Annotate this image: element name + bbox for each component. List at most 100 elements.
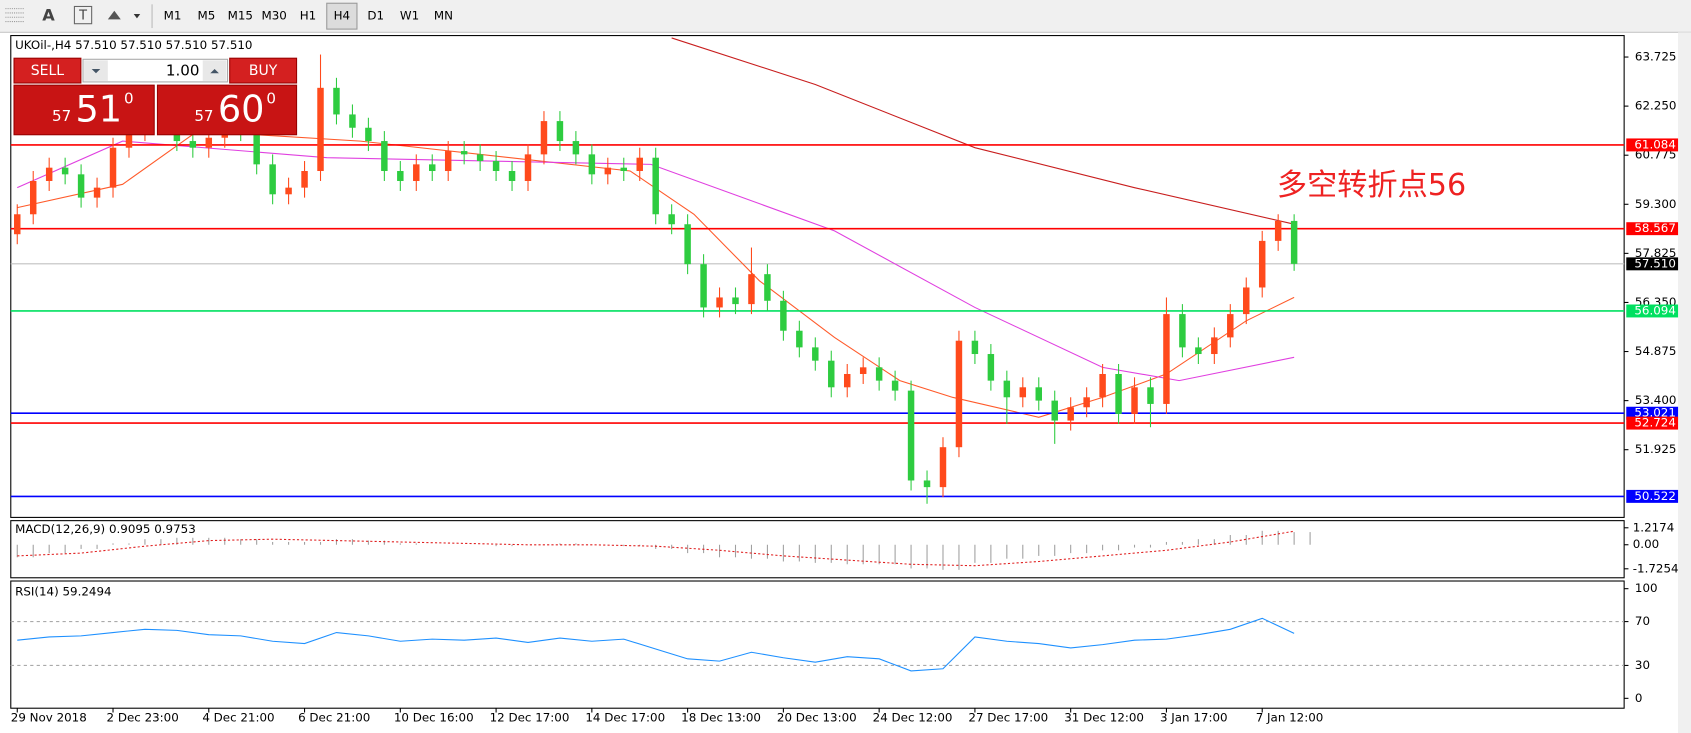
level-label-bg (1626, 489, 1679, 503)
period-button[interactable]: H4 (334, 9, 350, 23)
rsi-frame (10, 580, 1625, 709)
period-button[interactable]: H1 (300, 9, 316, 23)
macd-frame (10, 520, 1625, 579)
level-label: 52.724 (1634, 416, 1676, 430)
candle-body (317, 87, 324, 172)
candle-body (732, 297, 739, 305)
candle-body (381, 141, 388, 172)
buy-label[interactable]: BUY (249, 63, 278, 79)
sell-button[interactable] (13, 57, 82, 84)
buy-price-main: 60 (218, 88, 265, 131)
candle-body (492, 161, 500, 172)
candle-body (604, 167, 612, 175)
level-label: 50.522 (1634, 489, 1676, 503)
candle-body (1035, 387, 1042, 401)
y-tick-label: 59.300 (1635, 197, 1677, 211)
period-button[interactable]: W1 (400, 9, 419, 23)
period-active (326, 2, 358, 30)
candle-body (716, 297, 723, 308)
buy-button[interactable] (229, 57, 298, 84)
y-tick-label: 54.875 (1635, 344, 1677, 358)
candle-body (1131, 387, 1138, 414)
toolbar (0, 0, 1691, 33)
candle-body (45, 167, 53, 181)
candle-body (923, 480, 931, 488)
period-button[interactable]: MN (434, 9, 453, 23)
lot-value[interactable]: 1.00 (166, 62, 200, 80)
y-tick-label: 51.925 (1635, 442, 1677, 456)
period-button[interactable]: M5 (198, 9, 216, 23)
candle-body (14, 214, 21, 235)
text-tool[interactable]: A (42, 6, 55, 25)
candle-body (748, 274, 755, 305)
candle-body (61, 167, 69, 175)
side-strip (1678, 32, 1691, 733)
x-tick-label: 7 Jan 12:00 (1256, 710, 1324, 724)
candle-body (444, 151, 452, 172)
candle-body (843, 373, 851, 388)
candle-body (1211, 337, 1218, 355)
y-tick-label: 62.250 (1635, 99, 1677, 113)
level-label: 58.567 (1634, 221, 1676, 235)
candle-body (700, 264, 707, 308)
candle-body (349, 114, 356, 128)
symbol-line: UKOil-,H4 57.510 57.510 57.510 57.510 (15, 38, 252, 52)
candle-body (764, 274, 771, 301)
x-tick-label: 20 Dec 13:00 (777, 710, 857, 724)
y-tick-label: 70 (1635, 614, 1650, 628)
period-button[interactable]: M1 (164, 9, 182, 23)
objects-tool[interactable] (107, 10, 141, 20)
candle-body (269, 164, 276, 195)
y-tick-label: 53.400 (1635, 393, 1677, 407)
sell-price-main: 51 (75, 88, 122, 131)
candle-body (1243, 287, 1250, 315)
candle-body (955, 340, 963, 448)
label-tool-frame (73, 5, 93, 25)
candle-body (333, 87, 340, 115)
candle-body (397, 171, 404, 181)
candle-body (1227, 314, 1234, 338)
period-button[interactable]: M30 (261, 9, 286, 23)
level-label: 53.021 (1634, 406, 1676, 420)
y-tick-label: 30 (1635, 658, 1650, 672)
level-label: 56.094 (1634, 303, 1676, 317)
buy-price-box[interactable] (156, 84, 298, 136)
candle-body (285, 187, 292, 195)
candle-body (971, 340, 979, 355)
label-tool[interactable]: T (78, 9, 87, 24)
indicator-title: RSI(14) 59.2494 (15, 584, 111, 598)
sell-price-sup: 0 (124, 90, 134, 108)
period-button[interactable]: D1 (367, 9, 384, 23)
candle-body (1274, 220, 1282, 241)
x-tick-label: 24 Dec 12:00 (873, 710, 953, 724)
moving-average (671, 37, 1295, 225)
candle-body (668, 214, 675, 225)
candle-body (1258, 240, 1266, 288)
y-tick-label: -1.7254 (1633, 561, 1679, 575)
x-tick-label: 31 Dec 12:00 (1064, 710, 1144, 724)
level-label-bg (1626, 406, 1679, 420)
candle-body (524, 154, 532, 181)
indicator-title: MACD(12,26,9) 0.9095 0.9753 (15, 522, 196, 536)
candle-body (1083, 397, 1090, 408)
candle-body (109, 147, 117, 188)
lot-field[interactable] (82, 58, 229, 83)
candle-body (780, 300, 787, 331)
candle-body (1003, 380, 1011, 398)
x-tick-label: 4 Dec 21:00 (202, 710, 274, 724)
y-tick-label: 100 (1635, 581, 1658, 595)
candle-body (572, 141, 580, 155)
candle-body (907, 390, 915, 481)
period-button[interactable]: M15 (228, 9, 253, 23)
candle-body (1147, 387, 1154, 404)
candle-body (429, 164, 436, 172)
sell-label[interactable]: SELL (31, 63, 65, 79)
candle-body (253, 131, 260, 165)
y-tick-label: 1.2174 (1633, 520, 1675, 534)
candle-body (1019, 387, 1027, 398)
x-tick-label: 6 Dec 21:00 (298, 710, 370, 724)
x-tick-label: 29 Nov 2018 (11, 710, 87, 724)
sell-price-box[interactable] (13, 84, 155, 136)
candle-body (476, 154, 484, 162)
